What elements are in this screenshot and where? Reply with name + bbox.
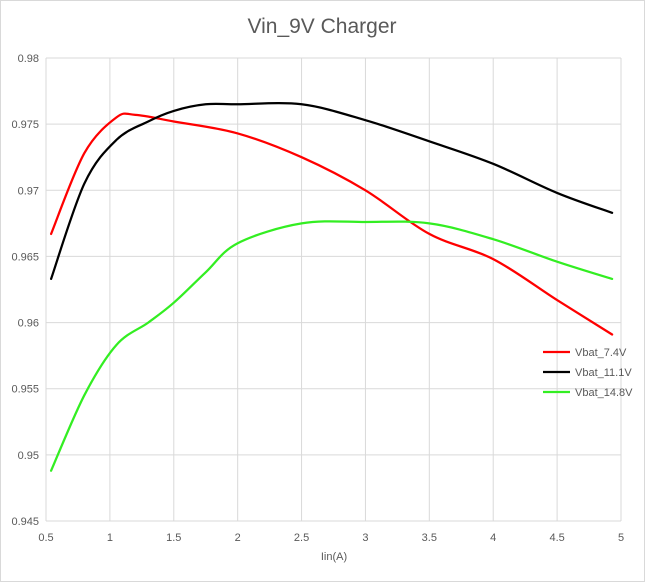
- series-lines: [49, 102, 614, 472]
- y-tick-label: 0.98: [18, 53, 39, 65]
- legend-label-vbat-7-4v: Vbat_7.4V: [575, 347, 627, 359]
- x-tick-label: 1: [107, 532, 113, 544]
- y-tick-label: 0.955: [11, 384, 39, 396]
- x-tick-label: 4.5: [549, 532, 564, 544]
- x-tick-label: 1.5: [166, 532, 181, 544]
- x-tick-label: 2: [235, 532, 241, 544]
- series-line-vbat-7-4v: [49, 112, 614, 336]
- x-tick-label: 3: [362, 532, 368, 544]
- y-axis-tick-labels: 0.945 0.95 0.955 0.96 0.965 0.97 0.975 0.98: [11, 53, 39, 528]
- y-tick-label: 0.975: [11, 119, 39, 131]
- chart-title: Vin_9V Charger: [247, 15, 396, 38]
- legend-label-vbat-11-1v: Vbat_11.1V: [575, 367, 632, 379]
- x-axis-title: Iin(A): [321, 551, 347, 563]
- x-tick-label: 0.5: [38, 532, 53, 544]
- y-tick-label: 0.95: [18, 450, 39, 462]
- x-axis-tick-labels: 0.5 1 1.5 2 2.5 3 3.5 4 4.5 5: [38, 532, 624, 544]
- x-tick-label: 5: [618, 532, 624, 544]
- x-tick-label: 2.5: [294, 532, 309, 544]
- legend: Vbat_7.4V Vbat_11.1V Vbat_14.8V: [543, 347, 633, 399]
- series-line-vbat-14-8v: [49, 220, 614, 472]
- y-tick-label: 0.945: [11, 516, 39, 528]
- y-tick-label: 0.97: [18, 185, 39, 197]
- series-line-vbat-11-1v: [49, 102, 614, 281]
- legend-label-vbat-14-8v: Vbat_14.8V: [575, 387, 633, 399]
- gridlines: [45, 57, 622, 522]
- y-tick-label: 0.96: [18, 318, 39, 330]
- y-tick-label: 0.965: [11, 251, 39, 263]
- x-tick-label: 4: [490, 532, 496, 544]
- x-tick-label: 3.5: [422, 532, 437, 544]
